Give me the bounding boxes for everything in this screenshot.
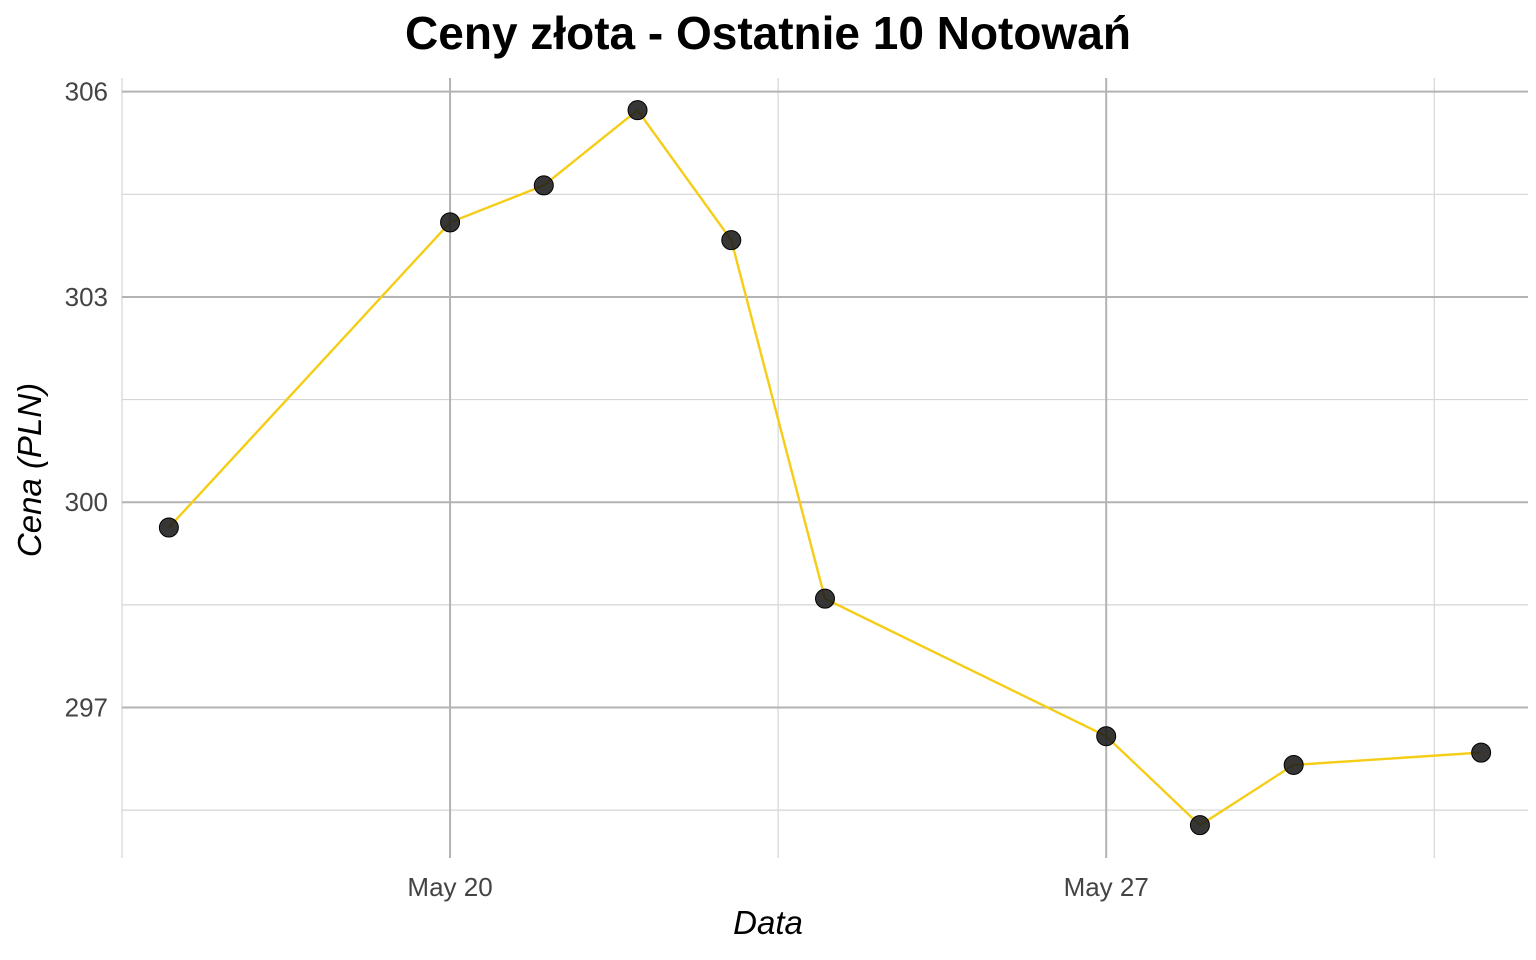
series-line <box>168 108 1482 827</box>
data-point <box>158 517 179 538</box>
data-point <box>815 588 835 609</box>
series-points-group <box>158 100 1492 836</box>
y-tick-label: 306 <box>65 77 108 107</box>
grid-major <box>122 78 1528 858</box>
x-tick-label: May 20 <box>407 872 492 902</box>
data-point <box>1283 754 1304 775</box>
x-tick-label: May 27 <box>1064 872 1149 902</box>
grid-minor <box>121 78 1528 858</box>
x-tick-labels: May 20 May 27 <box>407 872 1148 902</box>
x-axis-title: Data <box>733 904 803 941</box>
data-point <box>440 212 461 233</box>
data-point <box>1189 815 1210 836</box>
data-point <box>1471 742 1492 763</box>
data-point <box>721 230 742 251</box>
y-tick-label: 297 <box>65 692 108 722</box>
y-tick-label: 303 <box>65 282 108 312</box>
y-tick-labels: 297 300 303 306 <box>65 77 108 723</box>
data-point <box>1096 726 1117 747</box>
chart-title: Ceny złota - Ostatnie 10 Notowań <box>405 7 1131 59</box>
data-point <box>627 100 648 121</box>
series-line-group <box>168 108 1482 827</box>
data-point <box>533 175 554 196</box>
y-tick-label: 300 <box>65 487 108 517</box>
